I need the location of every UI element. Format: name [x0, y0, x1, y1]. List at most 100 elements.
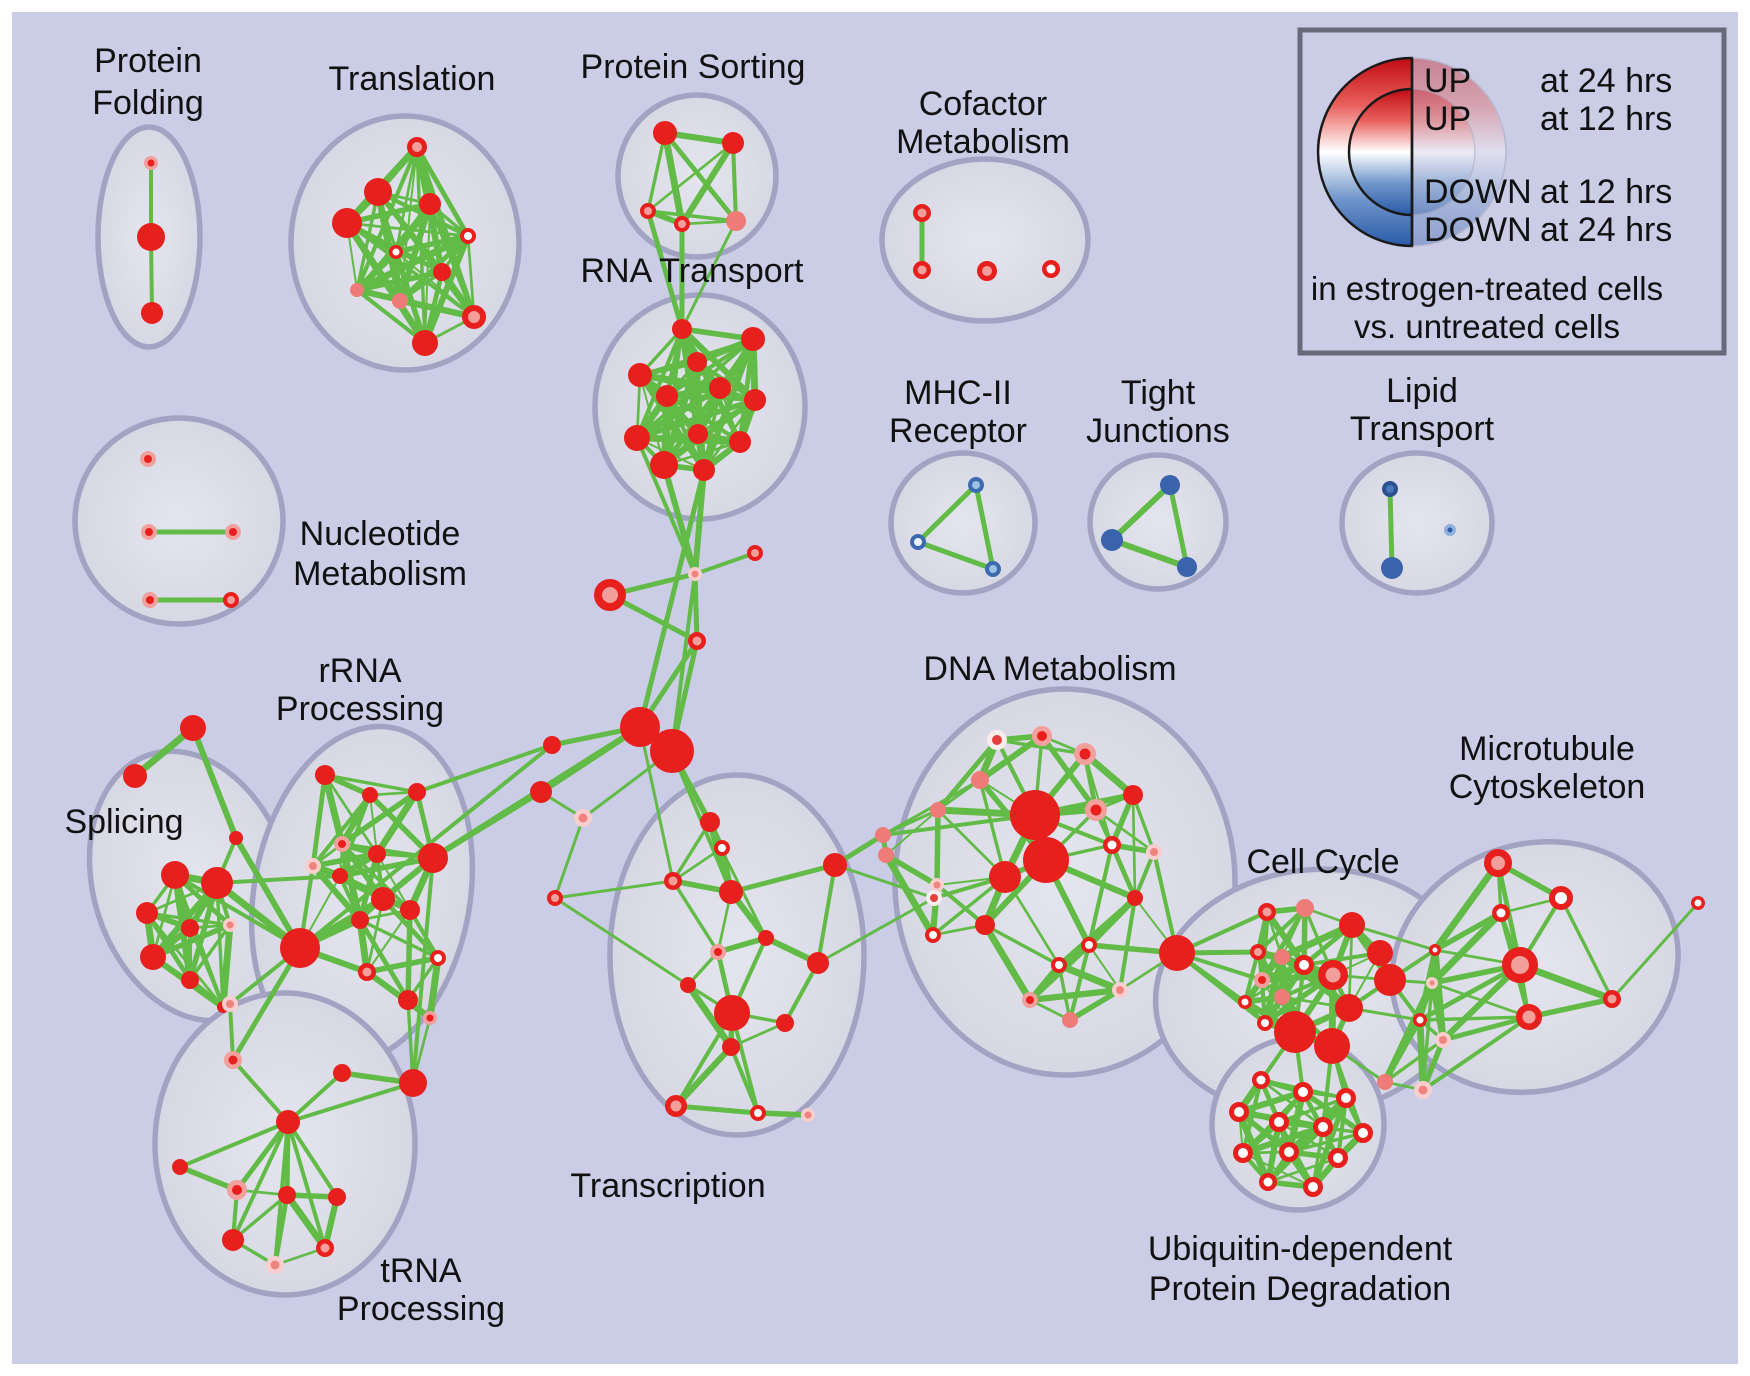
cluster-label-tl-line-0: Translation — [329, 60, 496, 98]
node-nm-3 — [142, 592, 158, 608]
node-tx-2 — [664, 872, 682, 890]
edge-dna — [882, 851, 937, 939]
node-mt-4 — [1502, 947, 1538, 983]
node-mt-3 — [1429, 944, 1441, 956]
edge-mt — [1382, 1017, 1423, 1085]
edge-bridge — [230, 945, 303, 1063]
cluster-label-tj-line-1: Junctions — [1086, 412, 1230, 450]
edge-dna — [1086, 842, 1115, 948]
cluster-label-cc-line-0: Cell Cycle — [1246, 843, 1399, 881]
node-tx-12 — [750, 1105, 766, 1121]
node-ps-2 — [640, 203, 656, 219]
node-mt-1 — [1549, 886, 1573, 910]
edge-mt — [1428, 909, 1505, 987]
node-in-6 — [688, 632, 706, 650]
node-mt-2 — [1492, 904, 1510, 922]
node-ps-3 — [674, 216, 690, 232]
edge-rr — [323, 773, 419, 794]
edge-t2 — [231, 1058, 290, 1124]
node-cc-2 — [1339, 912, 1365, 938]
node-dna-10 — [1103, 836, 1121, 854]
node-t2-5 — [328, 1188, 346, 1206]
edge-rt — [637, 372, 707, 473]
edge-mh — [973, 482, 996, 572]
edge-tx — [684, 981, 735, 1051]
node-dna-9 — [989, 861, 1021, 893]
node-rr-9 — [400, 900, 420, 920]
node-tl-3 — [332, 208, 362, 238]
node-ub-9 — [1328, 1148, 1348, 1168]
cluster-ellipse-tx — [607, 772, 867, 1138]
node-tx-11 — [665, 1095, 687, 1117]
edge-tl — [345, 221, 470, 238]
node-rt-10 — [650, 451, 678, 479]
node-rr-15 — [423, 1011, 437, 1025]
edge-rr — [339, 789, 420, 847]
edge-mt — [1526, 996, 1615, 1020]
edge-bridge — [670, 572, 697, 753]
edge-bridge — [881, 808, 940, 837]
edge-rr — [373, 788, 421, 858]
node-dna-18 — [1051, 957, 1067, 973]
edge-ps — [678, 139, 737, 228]
cluster-label-mt-line-1: Cytoskeleton — [1449, 768, 1646, 806]
node-dna-3 — [971, 771, 989, 789]
edge-dna — [1067, 987, 1123, 1023]
edge-mt — [1421, 1015, 1531, 1092]
node-rr-2 — [408, 783, 426, 801]
edge-bridge — [286, 1081, 415, 1124]
edge-tx — [756, 1111, 810, 1117]
node-rt-7 — [624, 425, 650, 451]
edge-bridge — [1350, 923, 1437, 952]
node-sp-0 — [161, 861, 189, 889]
node-in-13 — [875, 827, 891, 843]
node-rt-4 — [656, 385, 678, 407]
node-mt-0 — [1484, 849, 1512, 877]
node-lt-1 — [1381, 557, 1403, 579]
node-t2-3 — [227, 1180, 247, 1200]
cluster-ellipse-lt — [1339, 450, 1495, 596]
edge-tl — [466, 234, 476, 319]
cluster-ellipse-nm — [72, 415, 286, 627]
edge-tx — [671, 879, 720, 954]
edge-rr — [357, 917, 411, 1003]
node-tx-6 — [680, 977, 696, 993]
edge-rt — [664, 336, 756, 399]
node-dna-0 — [987, 730, 1007, 750]
node-tl-0 — [407, 137, 427, 157]
edge-rr — [310, 851, 380, 869]
node-tx-7 — [807, 952, 829, 974]
edge-tl — [353, 232, 472, 294]
edge-mt — [1559, 896, 1614, 1001]
edge-tl — [397, 298, 477, 320]
cluster-label-dna-line-0: DNA Metabolism — [923, 650, 1176, 688]
node-tx-10 — [776, 1014, 794, 1032]
edge-mt — [1429, 980, 1446, 1043]
edge-mt — [1432, 910, 1504, 953]
edge-rr — [310, 772, 328, 869]
cluster-label-pf-line-1: Folding — [92, 84, 204, 122]
edge-t2 — [286, 1120, 339, 1199]
edge-rr — [405, 907, 413, 1003]
edge-bridge — [637, 467, 707, 730]
node-rr-14 — [398, 990, 418, 1010]
legend-entry-time-3: at 24 hrs — [1540, 211, 1672, 249]
edge-bridge — [173, 873, 302, 950]
node-tl-6 — [433, 263, 451, 281]
edge-dna — [1026, 986, 1124, 1004]
edge-bridge — [661, 462, 698, 577]
edge-dna — [978, 778, 1007, 879]
node-dna-12 — [878, 847, 894, 863]
node-ps-1 — [722, 132, 744, 154]
node-t2-8 — [266, 1256, 284, 1274]
node-dna-11 — [1146, 844, 1162, 860]
node-cc-12 — [1257, 1015, 1273, 1031]
edge-dna — [934, 807, 941, 888]
edge-tj — [1109, 482, 1173, 543]
edge-dna — [1131, 793, 1156, 854]
edge-tl — [414, 144, 471, 239]
node-rr-11 — [280, 928, 320, 968]
node-rt-1 — [741, 327, 765, 351]
node-nm-1 — [141, 524, 157, 540]
